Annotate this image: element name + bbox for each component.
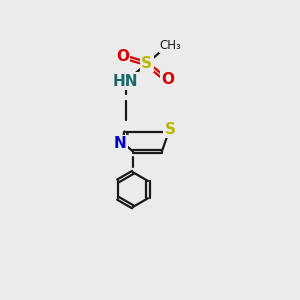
Text: S: S — [164, 122, 175, 137]
Text: S: S — [141, 56, 152, 71]
Text: HN: HN — [112, 74, 138, 88]
Text: CH₃: CH₃ — [160, 39, 182, 52]
Text: N: N — [114, 136, 127, 151]
Text: O: O — [116, 49, 129, 64]
Text: O: O — [161, 72, 174, 87]
